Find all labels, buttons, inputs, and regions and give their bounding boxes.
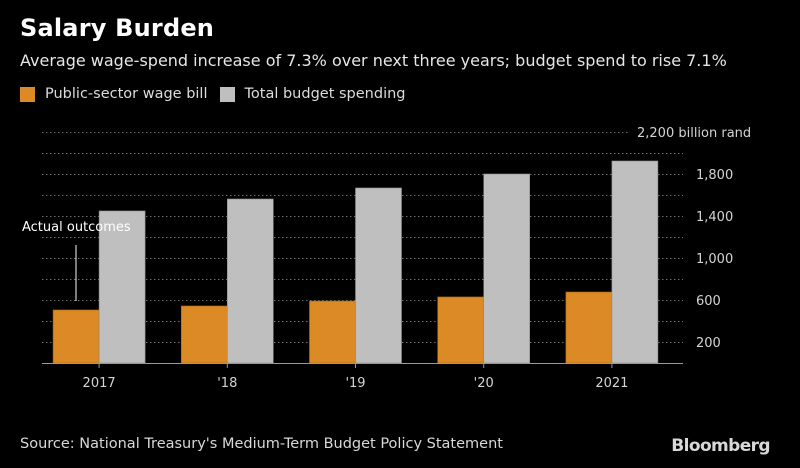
axis-labels: 2017 '18 '19 '20 2021 200 600 1,000 1,400 1,800 2,… (83, 126, 752, 391)
y-tick-label: 600 (696, 294, 721, 309)
x-tick-label: 2021 (595, 376, 628, 391)
legend-label-total-spending: Total budget spending (244, 86, 406, 102)
annotation-text: Actual outcomes (22, 220, 131, 235)
x-tick-label: '19 (345, 376, 365, 391)
legend-label-wage-bill: Public-sector wage bill (45, 86, 208, 102)
x-tick-label: '20 (474, 376, 494, 391)
source-note: Source: National Treasury's Medium-Term … (20, 436, 503, 452)
y-axis-unit-label: 2,200 billion rand (637, 126, 751, 141)
bar-total-spending (483, 173, 531, 364)
bar-wage-bill (309, 300, 356, 364)
y-tick-label: 200 (696, 336, 721, 351)
bar-total-spending (227, 198, 274, 364)
y-tick-label: 1,800 (696, 168, 733, 183)
legend-swatch-wage-bill (20, 86, 35, 102)
bar-total-spending (98, 210, 146, 364)
bloomberg-logo: Bloomberg (671, 436, 770, 456)
chart-title: Salary Burden (20, 14, 215, 42)
y-tick-label: 1,000 (696, 252, 733, 267)
legend-swatch-total-spending (219, 86, 235, 102)
annotation: Actual outcomes (22, 220, 131, 301)
x-tick-label: 2017 (83, 376, 116, 391)
bars (52, 160, 659, 364)
legend-item-wage-bill: Public-sector wage bill (20, 86, 208, 102)
legend-item-total-spending: Total budget spending (219, 86, 406, 102)
bar-total-spending (355, 187, 402, 364)
x-tick-label: '18 (217, 376, 237, 391)
bar-wage-bill (565, 291, 613, 364)
y-tick-label: 1,400 (696, 210, 733, 225)
chart-subtitle: Average wage-spend increase of 7.3% over… (20, 51, 727, 70)
axes (42, 363, 683, 368)
bar-wage-bill (181, 305, 228, 364)
bar-wage-bill (437, 296, 485, 364)
bar-total-spending (611, 160, 659, 364)
bar-wage-bill (52, 309, 100, 364)
legend: Public-sector wage bill Total budget spe… (20, 86, 418, 102)
